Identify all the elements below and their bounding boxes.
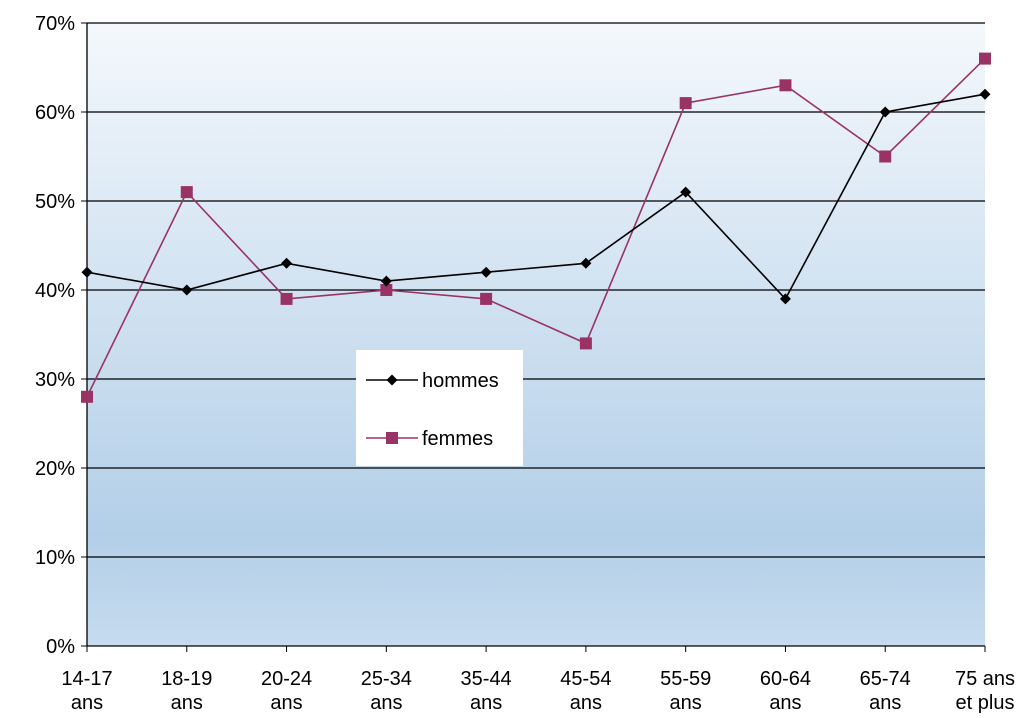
- x-tick-label-line: et plus: [956, 692, 1015, 714]
- x-tick-label: 65-74 ans: [860, 668, 911, 714]
- x-tick-label-line: 25-34: [361, 668, 412, 690]
- legend-marker: [386, 374, 398, 386]
- data-point: [579, 337, 592, 350]
- x-tick-label-line: ans: [570, 692, 602, 714]
- series-hommes: [81, 88, 991, 305]
- y-axis-tick-labels: 0% 10% 20% 30% 40% 50% 60% 70%: [35, 13, 75, 658]
- x-tick-label-line: ans: [370, 692, 402, 714]
- x-tick-label-line: ans: [670, 692, 702, 714]
- x-tick-label: 18-19 ans: [161, 668, 212, 714]
- legend: hommes femmes: [356, 350, 523, 466]
- x-tick-label-line: ans: [171, 692, 203, 714]
- x-tick-label-line: 55-59: [660, 668, 711, 690]
- data-point: [879, 150, 892, 163]
- y-tick-label: 60%: [35, 102, 75, 124]
- x-tick-label-line: 18-19: [161, 668, 212, 690]
- series-layer: [81, 52, 991, 403]
- legend-label: femmes: [422, 428, 493, 450]
- x-tick-label-line: 35-44: [461, 668, 512, 690]
- data-point: [380, 284, 393, 296]
- axes: [81, 22, 986, 652]
- y-tick-label: 50%: [35, 191, 75, 213]
- data-point: [979, 52, 991, 65]
- x-tick-label-line: ans: [270, 692, 302, 714]
- data-point: [181, 284, 193, 296]
- data-point: [779, 293, 791, 305]
- data-point: [979, 88, 991, 100]
- legend-box: [356, 350, 523, 466]
- data-point: [180, 186, 193, 199]
- legend-marker: [386, 432, 398, 444]
- data-point: [281, 257, 293, 269]
- x-tick-label: 75 ans et plus: [955, 668, 1015, 714]
- series-line: [86, 93, 986, 301]
- x-tick-label: 20-24 ans: [261, 668, 312, 714]
- x-tick-label: 60-64 ans: [760, 668, 811, 714]
- y-tick-label: 20%: [35, 458, 75, 480]
- x-tick-label-line: ans: [869, 692, 901, 714]
- data-point: [380, 275, 392, 287]
- x-tick-label: 14-17 ans: [61, 668, 112, 714]
- x-tick-label-line: ans: [769, 692, 801, 714]
- y-tick-label: 30%: [35, 369, 75, 391]
- legend-item-femmes: femmes: [366, 428, 493, 450]
- x-tick-label: 45-54 ans: [560, 668, 611, 714]
- x-tick-label-line: 14-17: [61, 668, 112, 690]
- y-tick-label: 70%: [35, 13, 75, 35]
- gridlines: [87, 22, 985, 558]
- x-tick-label-line: 60-64: [760, 668, 811, 690]
- data-point: [480, 266, 492, 278]
- y-tick-label: 10%: [35, 547, 75, 569]
- data-point: [680, 186, 692, 198]
- data-point: [81, 266, 93, 278]
- x-tick-label-line: 45-54: [560, 668, 611, 690]
- x-tick-label-line: 65-74: [860, 668, 911, 690]
- series-femmes: [81, 52, 991, 403]
- data-point: [879, 106, 891, 118]
- y-tick-label: 0%: [46, 636, 75, 658]
- data-point: [81, 390, 93, 403]
- data-point: [679, 97, 692, 110]
- data-point: [480, 292, 493, 305]
- x-tick-label-line: ans: [71, 692, 103, 714]
- x-tick-label: 55-59 ans: [660, 668, 711, 714]
- y-tick-label: 40%: [35, 280, 75, 302]
- x-tick-label-line: 20-24: [261, 668, 312, 690]
- plot-area: [87, 23, 985, 646]
- data-point: [280, 292, 293, 305]
- data-point: [580, 257, 592, 269]
- x-tick-label: 25-34 ans: [361, 668, 412, 714]
- x-tick-label: 35-44 ans: [461, 668, 512, 714]
- legend-item-hommes: hommes: [366, 370, 499, 392]
- data-point: [779, 79, 792, 92]
- x-tick-label-line: 75 ans: [955, 668, 1015, 690]
- legend-label: hommes: [422, 370, 499, 392]
- x-tick-label-line: ans: [470, 692, 502, 714]
- series-line: [86, 58, 986, 398]
